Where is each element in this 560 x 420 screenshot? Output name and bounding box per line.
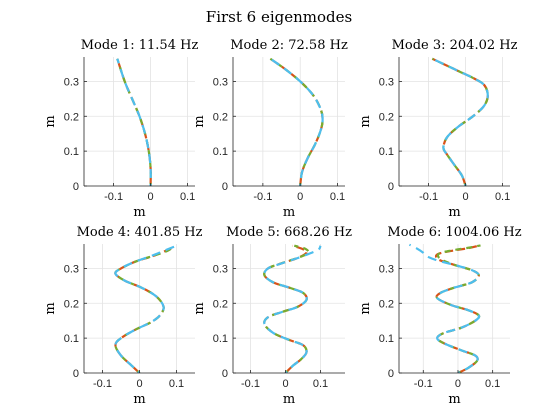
y-tick-label: 0	[388, 181, 394, 193]
x-tick-label: 0.1	[495, 191, 510, 203]
y-tick-label: 0.1	[64, 333, 79, 345]
x-tick-label: 0	[463, 191, 469, 203]
y-tick-label: 0.3	[379, 76, 394, 88]
subplot-title: Mode 3: 204.02 Hz	[392, 38, 518, 53]
series-line-3	[269, 57, 324, 186]
x-axis-label: m	[448, 205, 460, 220]
y-tick-label: 0.2	[213, 298, 228, 310]
x-tick-label: 0	[297, 191, 303, 203]
subplot-mode-6: -0.1 0 0.1 0 0.1 0.2 0.3 Mode 6: 1004.06 Hz m m	[358, 225, 522, 407]
series-line-3	[263, 245, 322, 373]
x-tick-label: 0.1	[485, 378, 500, 390]
series-line-3	[431, 57, 489, 186]
x-tick-label: -0.1	[104, 191, 123, 203]
subplot-title: Mode 5: 668.26 Hz	[226, 225, 352, 240]
x-axis-label: m	[133, 205, 145, 220]
y-tick-label: 0.1	[213, 333, 228, 345]
series-line-2	[116, 58, 152, 186]
x-tick-label: 0.1	[330, 191, 345, 203]
y-axis-label: m	[192, 115, 207, 127]
plot-area	[399, 244, 510, 373]
series-group	[263, 244, 322, 373]
x-tick-label: 0	[455, 378, 461, 390]
y-tick-label: 0	[73, 181, 79, 193]
y-tick-label: 0.2	[379, 298, 394, 310]
series-line-3	[116, 58, 152, 186]
figure-title: First 6 eigenmodes	[206, 8, 352, 26]
series-line-3	[408, 243, 481, 373]
y-axis-label: m	[43, 302, 58, 314]
subplot-title: Mode 6: 1004.06 Hz	[387, 225, 521, 240]
series-group	[431, 57, 489, 186]
y-tick-label: 0	[73, 368, 79, 380]
plot-area	[84, 57, 195, 186]
x-axis-label: m	[448, 392, 460, 407]
series-group	[269, 57, 324, 186]
x-tick-label: -0.1	[419, 191, 438, 203]
plot-area	[233, 57, 345, 186]
subplot-title: Mode 1: 11.54 Hz	[81, 38, 199, 53]
y-tick-label: 0.2	[64, 111, 79, 123]
y-tick-label: 0.1	[213, 146, 228, 158]
y-tick-label: 0	[388, 368, 394, 380]
y-axis-label: m	[358, 115, 373, 127]
x-tick-label: -0.1	[414, 378, 433, 390]
subplot-mode-4: -0.1 0 0.1 0 0.1 0.2 0.3 Mode 4: 401.85 Hz m m	[43, 225, 203, 407]
y-tick-label: 0	[222, 368, 228, 380]
y-tick-label: 0.2	[213, 111, 228, 123]
y-tick-label: 0.3	[213, 263, 228, 275]
x-tick-label: 0.1	[180, 191, 195, 203]
series-group	[114, 244, 177, 373]
subplot-mode-1: -0.1 0 0.1 0 0.1 0.2 0.3 Mode 1: 11.54 Hz m m	[43, 38, 198, 220]
y-tick-label: 0.1	[379, 333, 394, 345]
y-axis-label: m	[358, 302, 373, 314]
y-tick-label: 0.3	[213, 76, 228, 88]
y-tick-label: 0.2	[64, 298, 79, 310]
subplot-mode-5: -0.1 0 0.1 0 0.1 0.2 0.3 Mode 5: 668.26 Hz m m	[192, 225, 352, 407]
y-tick-label: 0.1	[64, 146, 79, 158]
y-tick-label: 0	[222, 181, 228, 193]
y-tick-label: 0.1	[379, 146, 394, 158]
x-tick-label: 0.1	[169, 378, 184, 390]
x-axis-label: m	[283, 392, 295, 407]
subplot-title: Mode 4: 401.85 Hz	[77, 225, 203, 240]
x-tick-label: -0.1	[93, 378, 112, 390]
x-axis-label: m	[133, 392, 145, 407]
x-tick-label: 0	[282, 378, 288, 390]
y-tick-label: 0.3	[379, 263, 394, 275]
series-group	[408, 243, 481, 373]
x-tick-label: -0.1	[241, 378, 260, 390]
series-group	[116, 58, 152, 186]
subplot-title: Mode 2: 72.58 Hz	[230, 38, 348, 53]
y-axis-label: m	[192, 302, 207, 314]
x-tick-label: -0.1	[253, 191, 272, 203]
x-tick-label: 0	[148, 191, 154, 203]
y-axis-label: m	[43, 115, 58, 127]
x-axis-label: m	[283, 205, 295, 220]
x-tick-label: 0.1	[313, 378, 328, 390]
y-tick-label: 0.2	[379, 111, 394, 123]
y-tick-label: 0.3	[64, 263, 79, 275]
subplot-mode-3: -0.1 0 0.1 0 0.1 0.2 0.3 Mode 3: 204.02 Hz m m	[358, 38, 518, 220]
y-tick-label: 0.3	[64, 76, 79, 88]
x-tick-label: 0	[136, 378, 142, 390]
plot-area	[233, 244, 345, 373]
subplot-mode-2: -0.1 0 0.1 0 0.1 0.2 0.3 Mode 2: 72.58 Hz m m	[192, 38, 348, 220]
